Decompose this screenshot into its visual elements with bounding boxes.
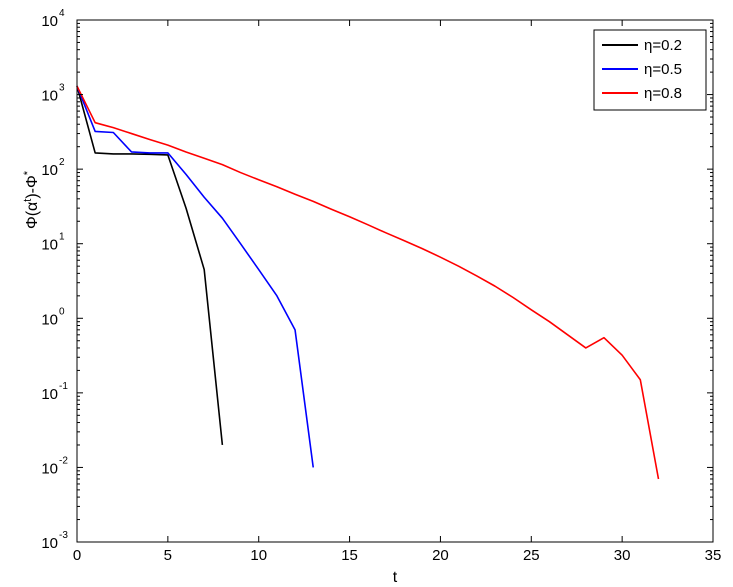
y-tick-base: 10 <box>41 162 58 179</box>
y-tick-label: 10 1 <box>41 232 65 254</box>
y-tick-base: 10 <box>41 460 58 477</box>
x-tick-label: 5 <box>164 547 172 564</box>
y-tick-exponent: 4 <box>59 8 65 19</box>
y-tick-base: 10 <box>41 386 58 403</box>
y-tick-label: 10 3 <box>41 83 65 105</box>
y-tick-exponent: 0 <box>59 306 65 317</box>
y-tick-label: 10 -3 <box>41 530 68 552</box>
series-line-3 <box>76 85 660 480</box>
y-tick-base: 10 <box>41 13 58 30</box>
y-tick-exponent: 2 <box>59 157 65 168</box>
y-axis-label: Φ(αt)-Φ* <box>22 170 41 229</box>
y-tick-base: 10 <box>41 237 58 254</box>
y-axis-label-sup-star: * <box>22 170 34 175</box>
y-tick-base: 10 <box>41 88 58 105</box>
legend: η=0.2 η=0.5 η=0.8 <box>593 29 707 111</box>
x-tick-label: 10 <box>250 547 267 564</box>
legend-label: η=0.5 <box>644 61 682 78</box>
series-layer <box>76 85 660 480</box>
ticks-layer <box>76 19 714 543</box>
legend-label: η=0.8 <box>644 85 682 102</box>
y-tick-exponent: 3 <box>59 83 65 94</box>
x-tick-label: 15 <box>341 547 358 564</box>
y-axis-label-text: Φ(α <box>24 202 41 229</box>
y-tick-base: 10 <box>41 535 58 552</box>
series-line-2 <box>76 85 315 468</box>
x-tick-label: 20 <box>432 547 449 564</box>
y-tick-label: 10 4 <box>41 8 65 30</box>
y-tick-exponent: -1 <box>59 381 68 392</box>
series-line-1 <box>76 85 224 446</box>
y-tick-base: 10 <box>41 311 58 328</box>
y-tick-exponent: 1 <box>59 232 65 243</box>
svg-text:Φ(αt)-Φ*: Φ(αt)-Φ* <box>22 170 41 229</box>
y-axis-label-sup-t: t <box>22 199 34 202</box>
x-tick-label: 0 <box>73 547 81 564</box>
x-tick-label: 30 <box>614 547 631 564</box>
y-axis-label-text-2: )-Φ <box>24 175 41 198</box>
x-axis-label: t <box>393 569 398 586</box>
y-tick-exponent: -3 <box>59 530 68 541</box>
y-tick-label: 10 -1 <box>41 381 68 403</box>
y-tick-label: 10 -2 <box>41 455 68 477</box>
x-tick-label: 25 <box>523 547 540 564</box>
y-tick-label: 10 2 <box>41 157 65 179</box>
y-tick-exponent: -2 <box>59 455 68 466</box>
x-tick-labels: 0 5 10 15 20 25 30 35 <box>73 547 722 564</box>
plot-frame <box>76 19 714 543</box>
y-tick-label: 10 0 <box>41 306 65 328</box>
x-tick-label: 35 <box>705 547 722 564</box>
legend-label: η=0.2 <box>644 37 682 54</box>
